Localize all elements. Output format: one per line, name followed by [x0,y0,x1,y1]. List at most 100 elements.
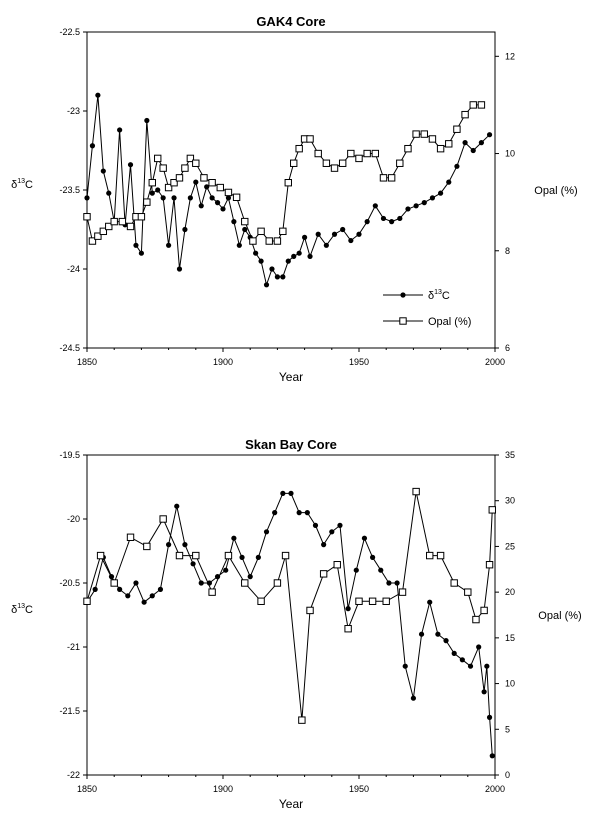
data-point-opal [355,597,363,605]
data-point-d13c [166,242,172,248]
data-point-d13c [127,162,134,168]
data-point-d13c [337,522,343,529]
data-point-d13c [100,168,106,174]
data-point-opal [273,579,282,587]
data-point-d13c [427,599,433,605]
data-point-opal [241,579,249,587]
data-point-opal [295,144,303,153]
data-point-d13c [149,190,155,196]
data-point-opal [143,542,151,551]
data-point-opal [186,154,195,163]
data-point-opal [126,533,135,541]
chart-gak4-core: GAK4 Core 1850 1900 1950 2000 -24.5 -24 -23.5 -2… [11,14,578,384]
data-point-d13c [231,535,237,541]
data-point-d13c [187,195,193,201]
data-point-d13c [253,250,259,256]
data-point-d13c [269,266,275,272]
data-point-opal [319,570,328,578]
data-point-opal [314,149,322,158]
legend-label-d13c: δ13C [428,289,450,302]
data-point-d13c [443,638,449,644]
data-point-d13c [312,522,319,529]
data-point-d13c [125,593,131,599]
y-left-tick-label: -22 [67,770,80,780]
data-point-opal [436,551,445,560]
data-point-d13c [356,231,362,237]
x-tick-label: 1850 [77,784,97,794]
data-point-opal [279,227,287,236]
data-point-opal [404,144,412,153]
data-point-d13c [348,237,354,244]
data-point-opal [241,217,249,226]
data-point-d13c [394,580,400,586]
data-point-d13c [329,529,335,535]
data-point-opal [284,179,292,187]
data-point-d13c [209,195,215,201]
data-point-opal [175,174,184,182]
y-left-tick-label: -23.5 [59,185,80,195]
y-left-tick-label: -24.5 [59,343,80,353]
y-right-tick-label: 6 [505,343,510,353]
y-left-axis-label: δ13C [11,178,33,191]
y-left-tick-label: -22.5 [59,27,80,37]
y-right-tick-label: 35 [505,450,515,460]
y-right-tick-label: 10 [505,679,515,689]
y-left-tick-label: -21.5 [59,706,80,716]
data-point-d13c [489,753,495,759]
data-point-d13c [157,586,164,593]
data-point-opal [83,213,91,221]
data-point-opal [257,227,265,236]
data-point-opal [99,227,108,236]
data-point-d13c [353,567,359,573]
data-point-d13c [220,206,226,212]
data-point-opal [330,164,339,172]
data-point-d13c [397,215,403,222]
data-point-d13c [149,593,155,599]
data-point-opal [485,561,494,569]
data-point-opal [464,588,472,596]
data-point-d13c [280,490,286,496]
data-point-d13c [117,127,123,133]
data-point-opal [488,506,496,514]
data-point-d13c [171,195,177,201]
y-left-tick-label: -20.5 [59,578,80,588]
data-point-d13c [225,195,232,201]
data-point-d13c [459,657,465,663]
data-point-opal [216,183,224,192]
data-point-d13c [418,631,425,637]
y-left-tick-label: -23 [67,106,80,116]
data-point-opal [192,551,200,560]
data-point-d13c [160,195,166,201]
data-point-opal [137,213,146,221]
data-point-d13c [280,274,286,280]
y-left-tick-label: -20 [67,514,80,524]
data-point-d13c [204,184,210,190]
data-point-opal [105,222,113,231]
legend-marker-opal [399,317,407,325]
data-point-opal [461,110,469,119]
data-point-d13c [190,561,196,567]
data-point-opal [118,217,127,226]
y-right-tick-label: 15 [505,633,515,643]
y-right-tick-label: 20 [505,587,515,597]
data-point-opal [154,154,162,163]
data-point-d13c [285,258,291,264]
data-point-d13c [141,599,147,605]
data-point-opal [379,174,388,182]
data-point-opal [181,164,189,172]
data-point-opal [126,222,135,231]
data-point-d13c [304,509,310,516]
data-point-d13c [89,143,96,149]
data-point-d13c [340,226,346,233]
x-tick-label: 2000 [485,784,505,794]
data-point-opal [208,179,216,187]
y-right-tick-label: 5 [505,724,510,734]
data-point-d13c [198,580,204,586]
data-point-d13c [117,586,123,593]
data-point-d13c [288,490,294,496]
y-right-axis-label: Opal (%) [538,610,581,622]
data-point-opal [426,551,434,560]
x-tick-label: 1950 [349,357,369,367]
data-point-opal [273,237,282,245]
